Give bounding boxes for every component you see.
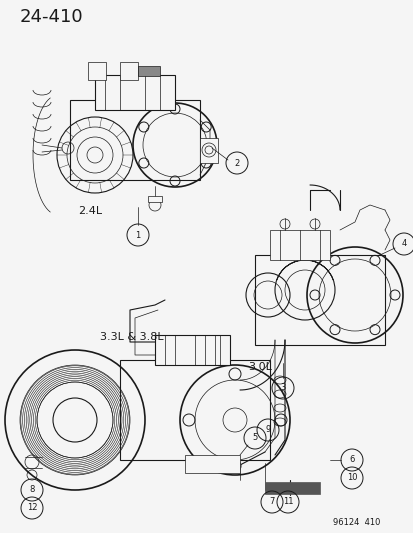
Bar — [254, 255, 384, 345]
Bar — [199, 138, 218, 163]
Text: 3.0L: 3.0L — [247, 362, 271, 372]
Bar — [185, 455, 240, 473]
Text: 3.3L & 3.8L: 3.3L & 3.8L — [100, 332, 163, 342]
Text: 96124  410: 96124 410 — [332, 518, 379, 527]
Bar — [264, 482, 319, 494]
Text: 8: 8 — [29, 486, 35, 495]
Text: 3: 3 — [280, 384, 285, 392]
Text: 11: 11 — [282, 497, 292, 506]
Text: 6: 6 — [349, 456, 354, 464]
Bar — [120, 360, 269, 460]
Bar — [147, 196, 161, 202]
Bar — [70, 100, 199, 180]
Text: 7: 7 — [269, 497, 274, 506]
Text: 10: 10 — [346, 473, 356, 482]
Text: 1: 1 — [135, 230, 140, 239]
Text: 2: 2 — [234, 158, 239, 167]
Bar — [95, 75, 175, 110]
Text: 12: 12 — [27, 504, 37, 513]
Text: 9: 9 — [265, 425, 270, 434]
Text: 4: 4 — [401, 239, 406, 248]
Bar — [88, 62, 106, 80]
Bar — [269, 230, 329, 260]
Bar — [138, 66, 159, 76]
Bar — [154, 335, 230, 365]
Text: 24-410: 24-410 — [20, 8, 83, 26]
Text: 2.4L: 2.4L — [78, 206, 102, 216]
Bar — [120, 62, 138, 80]
Text: 5: 5 — [252, 433, 257, 442]
